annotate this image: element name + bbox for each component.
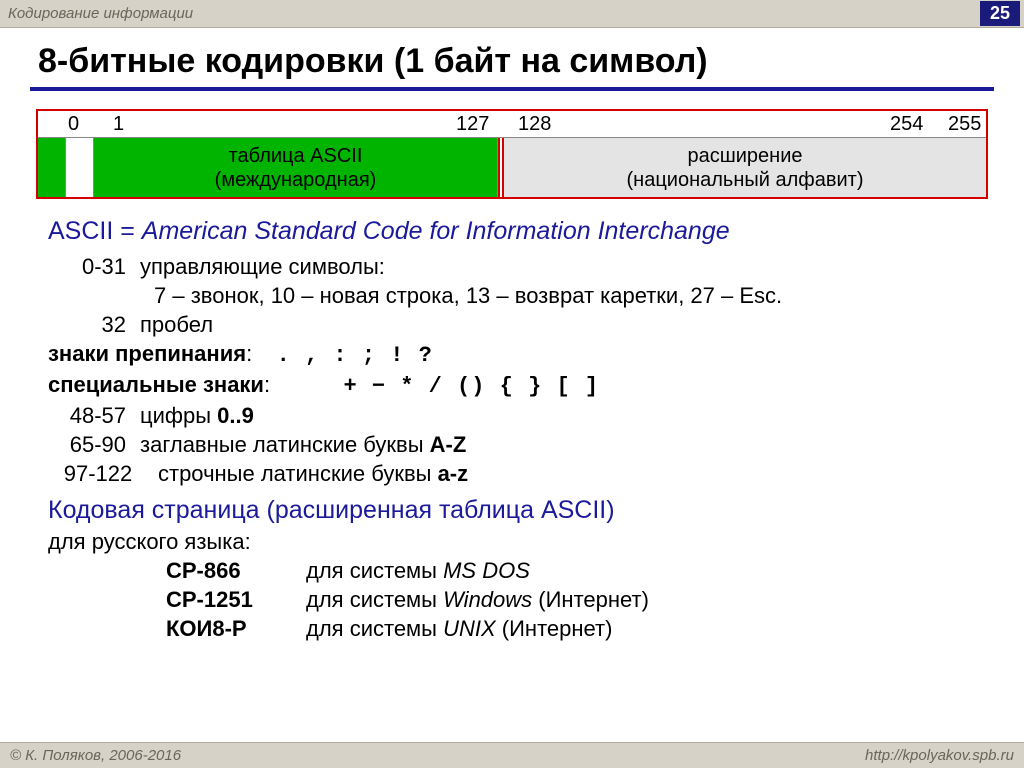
footer-url: http://kpolyakov.spb.ru (865, 747, 1014, 764)
range-0-31: 0-31 (48, 252, 140, 281)
row-97-122: 97-122 строчные латинские буквы a-z (48, 459, 994, 488)
seg-ascii: таблица ASCII (международная) (94, 138, 498, 197)
seg-extension: расширение (национальный алфавит) (504, 138, 986, 197)
cp-name-1: CP-1251 (166, 585, 306, 614)
ext-label-2: (национальный алфавит) (627, 168, 864, 192)
byte-bar: таблица ASCII (международная) расширение… (38, 137, 986, 197)
row-32: 32 пробел (48, 310, 994, 339)
cp-desc-1: для системы Windows (Интернет) (306, 585, 649, 614)
range-97-122: 97-122 (48, 459, 158, 488)
tick-127: 127 (456, 113, 489, 136)
header-bar: Кодирование информации 25 (0, 0, 1024, 28)
footer-bar: © К. Поляков, 2006-2016 http://kpolyakov… (0, 742, 1024, 768)
lower-range: a-z (438, 461, 469, 486)
tick-1: 1 (113, 113, 124, 136)
digits-label: цифры (140, 403, 217, 428)
punct-label: знаки препинания (48, 341, 246, 366)
cp-desc-0: для системы MS DOS (306, 556, 530, 585)
ascii-label-1: таблица ASCII (215, 144, 377, 168)
cp-row-2: КОИ8-Р для системы UNIX (Интернет) (48, 614, 994, 643)
punct-chars: . , : ; ! ? (277, 343, 433, 368)
seg-code-0 (38, 138, 66, 197)
range-48-57: 48-57 (48, 401, 140, 430)
cp-desc-2: для системы UNIX (Интернет) (306, 614, 612, 643)
upper-range: A-Z (430, 432, 467, 457)
byte-layout-diagram: 0 1 127 128 254 255 таблица ASCII (между… (36, 109, 988, 199)
cp-row-1: CP-1251 для системы Windows (Интернет) (48, 585, 994, 614)
breadcrumb: Кодирование информации (8, 5, 193, 22)
cp-name-0: CP-866 (166, 556, 306, 585)
ascii-rhs: American Standard Code for Information I… (142, 217, 730, 245)
footer-copyright: © К. Поляков, 2006-2016 (10, 747, 181, 764)
tick-128: 128 (518, 113, 551, 136)
row-65-90: 65-90 заглавные латинские буквы A-Z (48, 430, 994, 459)
tick-254: 254 (890, 113, 923, 136)
ascii-definition: ASCII = American Standard Code for Infor… (48, 215, 994, 248)
ascii-lhs: ASCII = (48, 217, 142, 245)
text-32: пробел (140, 310, 213, 339)
content-block: ASCII = American Standard Code for Infor… (30, 215, 994, 643)
digits-range: 0..9 (217, 403, 254, 428)
text-65-90: заглавные латинские буквы A-Z (140, 430, 466, 459)
seg-gap-0 (66, 138, 94, 197)
codepage-intro: для русского языка: (48, 527, 994, 556)
cp-row-0: CP-866 для системы MS DOS (48, 556, 994, 585)
cp-name-2: КОИ8-Р (166, 614, 306, 643)
spec-label: специальные знаки (48, 372, 264, 397)
text-97-122: строчные латинские буквы a-z (158, 459, 468, 488)
page-number: 25 (980, 1, 1020, 26)
spec-chars: + − * / () { } [ ] (343, 374, 599, 399)
row-48-57: 48-57 цифры 0..9 (48, 401, 994, 430)
codepage-heading: Кодовая страница (расширенная таблица AS… (48, 494, 994, 527)
row-punct: знаки препинания: . , : ; ! ? (48, 339, 994, 370)
tick-0: 0 (68, 113, 79, 136)
upper-label: заглавные латинские буквы (140, 432, 430, 457)
text-48-57: цифры 0..9 (140, 401, 254, 430)
tick-255: 255 (948, 113, 981, 136)
ext-label-1: расширение (627, 144, 864, 168)
row-spec: специальные знаки: + − * / () { } [ ] (48, 370, 994, 401)
text-0-31: управляющие символы: (140, 252, 385, 281)
tick-row: 0 1 127 128 254 255 (38, 111, 986, 137)
lower-label: строчные латинские буквы (158, 461, 438, 486)
range-32: 32 (48, 310, 140, 339)
ascii-label-2: (международная) (215, 168, 377, 192)
row-0-31: 0-31 управляющие символы: (48, 252, 994, 281)
page-title: 8-битные кодировки (1 байт на символ) (30, 38, 994, 91)
ctrl-detail: 7 – звонок, 10 – новая строка, 13 – возв… (48, 281, 994, 310)
range-65-90: 65-90 (48, 430, 140, 459)
slide-body: 8-битные кодировки (1 байт на символ) 0 … (0, 28, 1024, 643)
